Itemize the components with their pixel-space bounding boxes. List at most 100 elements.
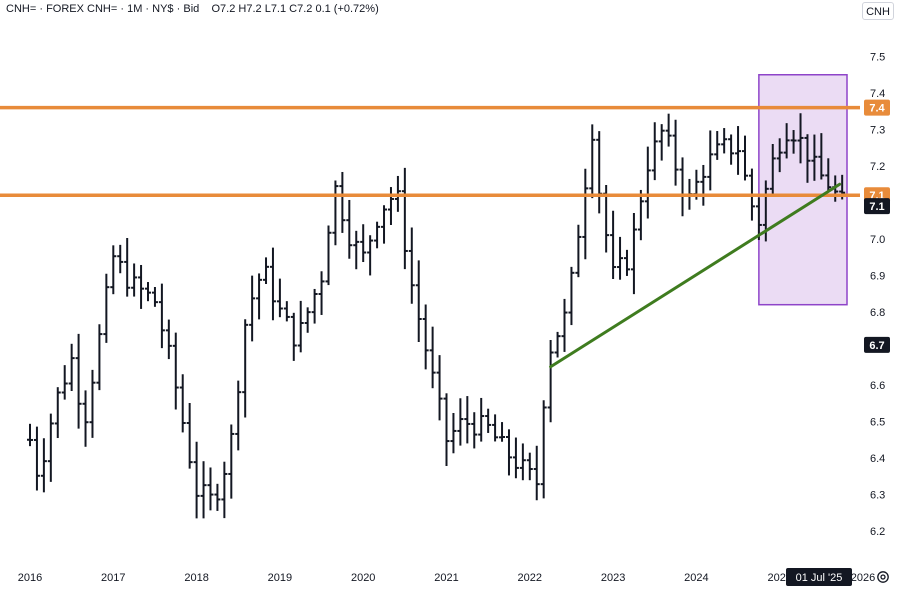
symbol-label[interactable]: CNH= bbox=[6, 3, 37, 15]
ohlc-bar bbox=[214, 483, 221, 511]
ohlc-bar bbox=[741, 135, 748, 181]
ohlc-bar bbox=[381, 205, 388, 244]
ohlc-bar bbox=[339, 171, 346, 233]
x-tick-label: 2026 bbox=[851, 572, 875, 584]
ohlc-bar bbox=[263, 257, 270, 285]
ohlc-bar bbox=[679, 157, 686, 217]
x-tick-label: 2016 bbox=[18, 572, 42, 584]
ohlc-bar bbox=[644, 146, 651, 219]
ohlc-bar bbox=[519, 443, 526, 481]
x-tick-label: 2024 bbox=[684, 572, 708, 584]
ohlc-bar bbox=[145, 282, 152, 302]
ohlc-bar bbox=[200, 461, 207, 519]
ohlc-bar bbox=[575, 224, 582, 278]
ohlc-bar bbox=[499, 422, 506, 442]
ohlc-bar bbox=[450, 413, 457, 454]
ohlc-bar bbox=[249, 275, 256, 342]
ohlc-bar bbox=[790, 130, 797, 154]
x-tick-label: 2020 bbox=[351, 572, 375, 584]
ohlc-bar bbox=[596, 131, 603, 214]
ohlc-bar bbox=[276, 278, 283, 318]
ohlc-bar bbox=[290, 312, 297, 361]
currency-button[interactable]: CNH bbox=[862, 2, 894, 20]
ohlc-bar bbox=[228, 424, 235, 499]
ohlc-bar bbox=[207, 467, 214, 511]
ohlc-bar bbox=[33, 426, 40, 491]
separator: · bbox=[145, 3, 150, 15]
price-badge-label: 7.4 bbox=[869, 103, 885, 115]
ohlc-bar bbox=[68, 343, 75, 392]
price-axis: 6.2 6.3 6.4 6.5 6.6 6.7 6.8 6.9 7.0 7.1 7.2 7.3 7.4 7… bbox=[870, 52, 885, 539]
x-tick-label: 2025 bbox=[767, 572, 791, 584]
ohlc-bar bbox=[75, 333, 82, 429]
ohlc-bar bbox=[526, 452, 533, 481]
ohlc-bar bbox=[561, 298, 568, 352]
chart-header: CNH= · FOREX CNH= · 1M · NY$ · Bid O7.2 … bbox=[6, 3, 379, 15]
ohlc-bar bbox=[769, 144, 776, 195]
ohlc-bar bbox=[374, 221, 381, 249]
ohlc-bar bbox=[429, 326, 436, 389]
ohlc-bar bbox=[436, 355, 443, 421]
quote-type-label: Bid bbox=[183, 3, 200, 15]
ohlc-bar bbox=[540, 400, 547, 499]
y-tick-label: 6.2 bbox=[870, 526, 885, 538]
ohlc-bar bbox=[353, 230, 360, 270]
ohlc-bar bbox=[158, 283, 165, 349]
ohlc-bar bbox=[589, 124, 596, 199]
ohlc-bar bbox=[27, 423, 33, 447]
x-tick-label: 2017 bbox=[101, 572, 125, 584]
cursor-date-badge bbox=[786, 568, 852, 586]
ohlc-bar bbox=[179, 374, 186, 433]
x-tick-label: 2023 bbox=[601, 572, 625, 584]
ohlc-bar bbox=[568, 266, 575, 326]
ohlc-bar bbox=[304, 307, 311, 333]
ohlc-bar bbox=[617, 236, 624, 280]
separator: · bbox=[39, 3, 43, 15]
y-tick-label: 6.5 bbox=[870, 417, 885, 429]
ohlc-bar bbox=[630, 212, 637, 295]
ohlc-bar bbox=[61, 365, 68, 400]
ohlc-bar bbox=[82, 390, 89, 447]
separator: · bbox=[120, 3, 125, 15]
ohlc-bar bbox=[485, 408, 492, 433]
interval-label[interactable]: 1M bbox=[127, 3, 143, 15]
ohlc-bar bbox=[138, 264, 145, 309]
ohlc-bar bbox=[387, 187, 394, 226]
ohlc-bar bbox=[547, 340, 554, 423]
gear-icon[interactable] bbox=[876, 570, 890, 584]
ohlc-bar bbox=[172, 332, 179, 410]
ohlc-bar bbox=[651, 122, 658, 181]
price-badge-label: 7.1 bbox=[869, 201, 884, 213]
ohlc-bar bbox=[443, 393, 450, 467]
ohlc-bar bbox=[297, 300, 304, 353]
ohlc-readout: O7.2 H7.2 L7.1 C7.2 0.1 (+0.72%) bbox=[211, 3, 379, 15]
price-badge-label: 6.7 bbox=[869, 340, 884, 352]
y-tick-label: 7.3 bbox=[870, 125, 885, 137]
ohlc-bar bbox=[818, 133, 825, 180]
ohlc-bar bbox=[533, 445, 540, 501]
price-badge bbox=[864, 99, 890, 116]
ohlc-bar bbox=[707, 130, 714, 191]
ohlc-bar bbox=[665, 113, 672, 147]
ohlc-bar bbox=[478, 397, 485, 442]
ohlc-bar bbox=[40, 438, 47, 493]
y-tick-label: 6.4 bbox=[870, 453, 885, 465]
ohlc-bar bbox=[464, 396, 471, 444]
ohlc-bar bbox=[89, 369, 96, 438]
y-tick-label: 6.6 bbox=[870, 380, 885, 392]
cursor-date-label: 01 Jul '25 bbox=[796, 572, 843, 584]
ohlc-bar bbox=[415, 260, 422, 343]
ohlc-bar bbox=[755, 197, 762, 241]
y-tick-label: 6.3 bbox=[870, 490, 885, 502]
ohlc-bar bbox=[714, 131, 721, 160]
ohlc-bar bbox=[471, 412, 478, 449]
time-axis: 2016 2017 2018 2019 2020 2021 2022 2023 2024 2025… bbox=[18, 568, 875, 586]
ohlc-bar bbox=[283, 301, 290, 322]
ohlc-bar bbox=[401, 167, 408, 270]
price-badge bbox=[864, 336, 890, 353]
ohlc-bar bbox=[221, 461, 228, 519]
y-tick-label: 6.8 bbox=[870, 307, 885, 319]
trendline[interactable] bbox=[549, 182, 842, 369]
ohlc-bar bbox=[54, 387, 61, 439]
